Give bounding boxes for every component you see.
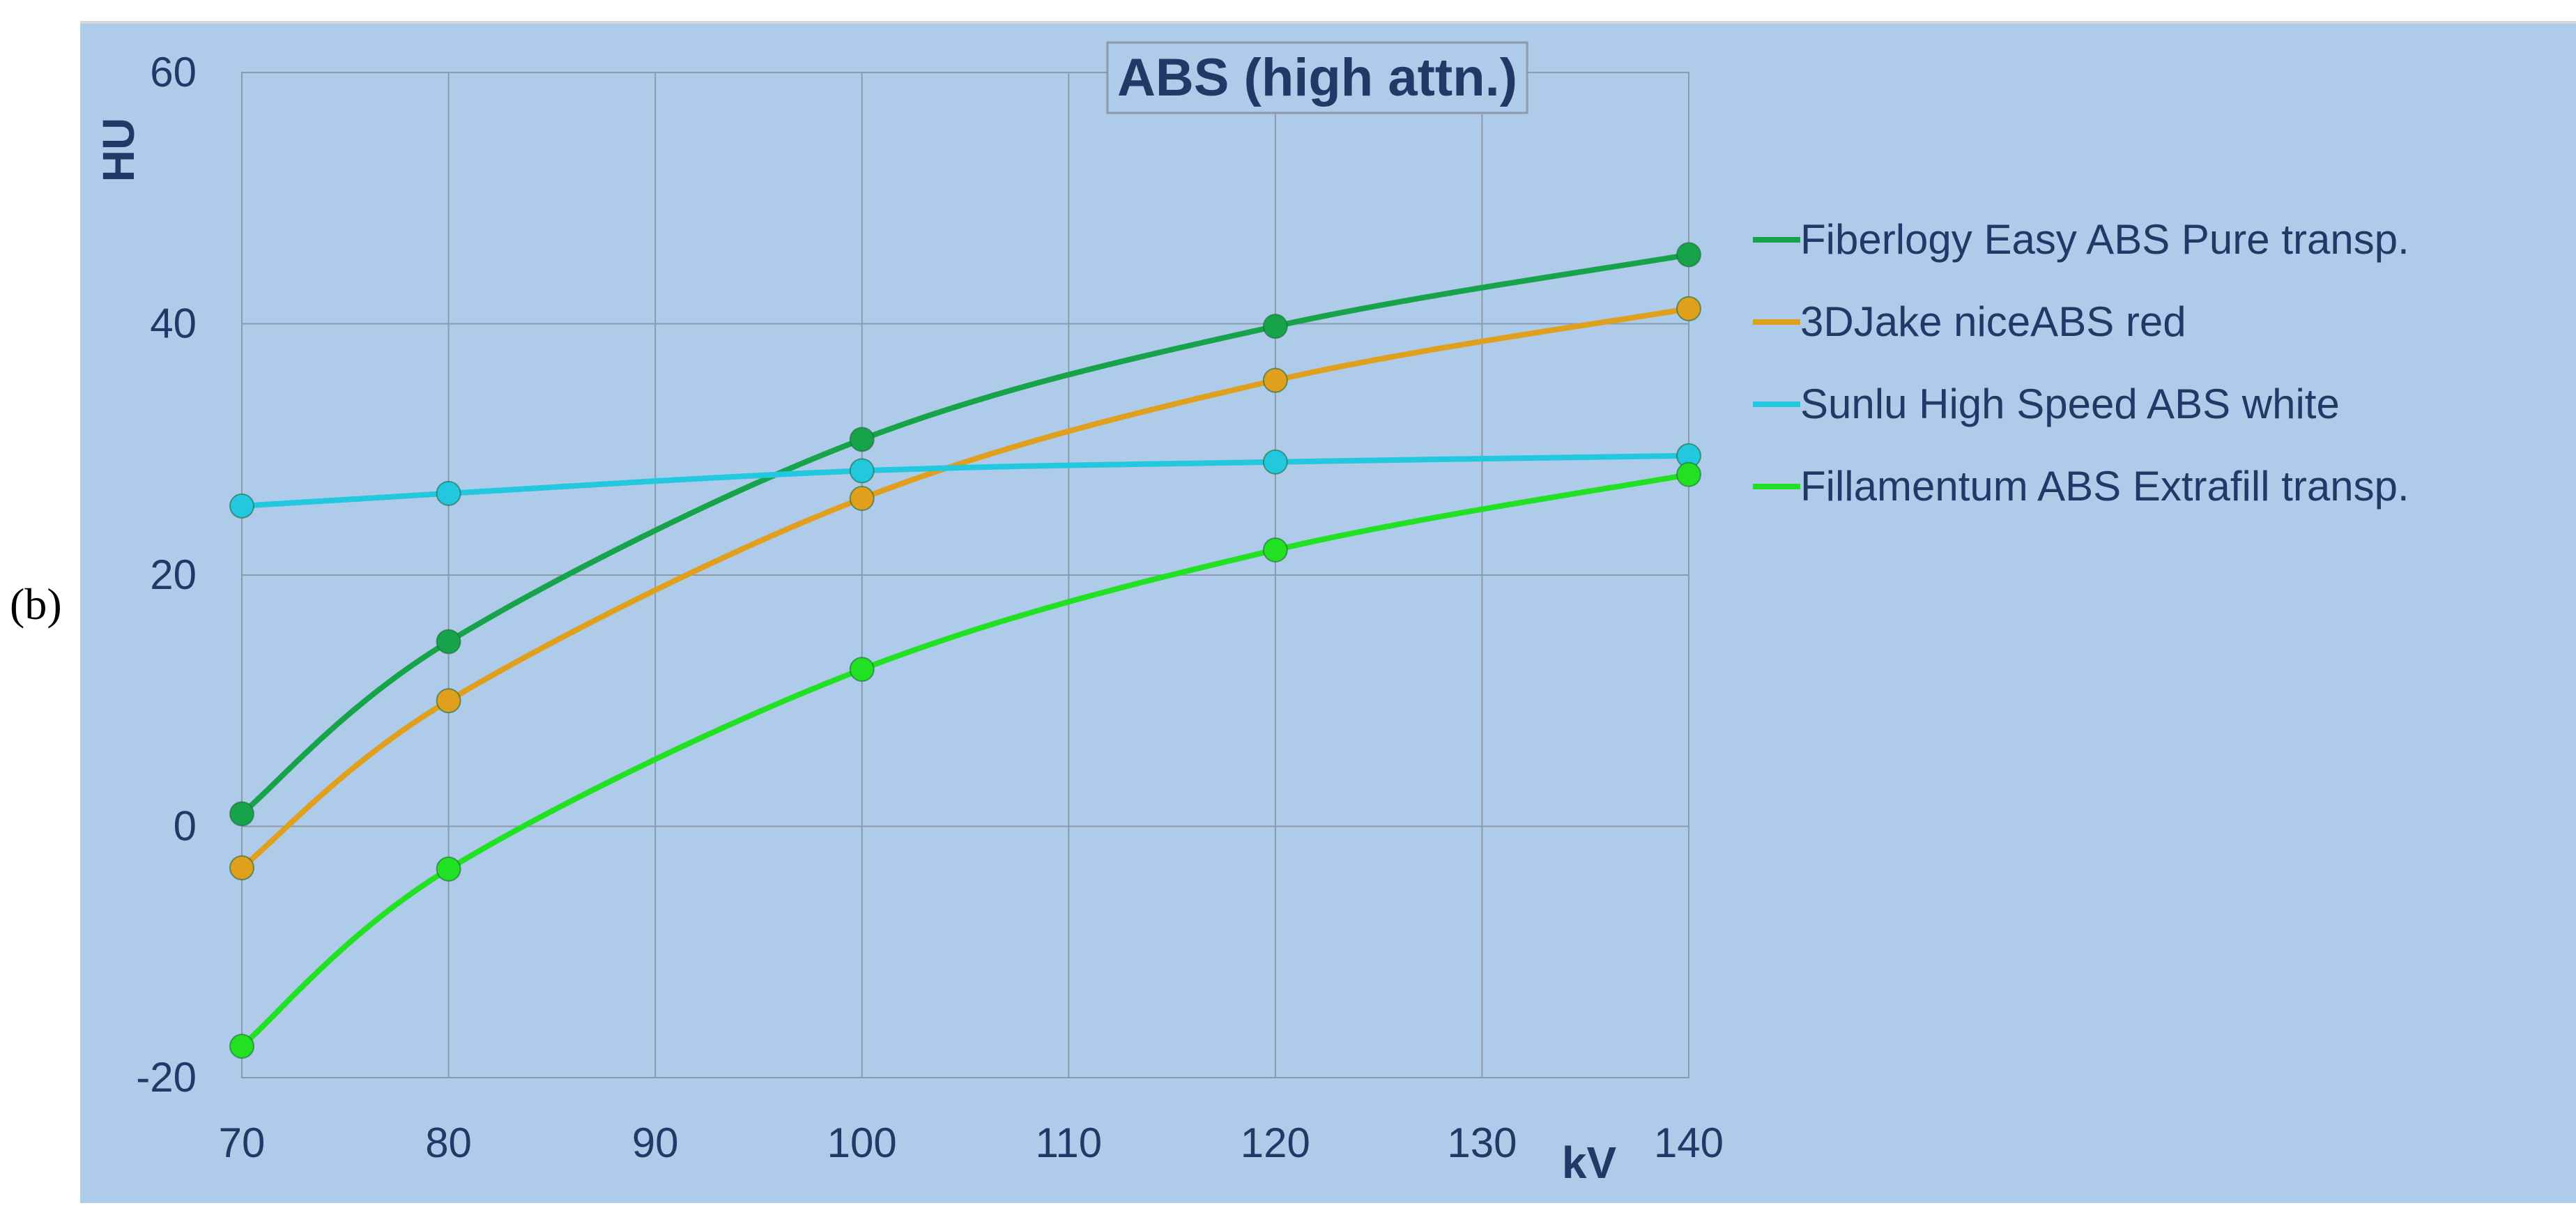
data-point xyxy=(849,458,875,484)
x-tick-label: 140 xyxy=(1654,1119,1724,1166)
panel-label: (b) xyxy=(10,579,62,629)
data-point xyxy=(1676,296,1701,321)
y-tick-label: 20 xyxy=(150,551,197,598)
series-lines xyxy=(239,252,1692,1049)
x-tick-label: 120 xyxy=(1241,1119,1310,1166)
data-point xyxy=(436,629,461,655)
data-point xyxy=(849,657,875,682)
data-point xyxy=(229,493,254,519)
legend-label: Fillamentum ABS Extrafill transp. xyxy=(1800,463,2409,510)
data-point xyxy=(849,427,875,452)
x-tick-label: 130 xyxy=(1447,1119,1517,1166)
x-tick-label: 80 xyxy=(425,1119,472,1166)
data-point xyxy=(1676,242,1701,268)
x-axis-title: kV xyxy=(1562,1138,1617,1188)
grid xyxy=(241,72,1689,1078)
y-tick-label: -20 xyxy=(136,1054,197,1101)
y-axis-title: HU xyxy=(93,118,144,182)
y-tick-label: 40 xyxy=(150,300,197,347)
chart-title-group: ABS (high attn.) xyxy=(1106,41,1528,114)
y-tick-label: 0 xyxy=(174,803,197,850)
data-point xyxy=(229,1033,254,1059)
legend-label: Sunlu High Speed ABS white xyxy=(1800,381,2340,427)
data-point xyxy=(1262,537,1288,563)
data-point xyxy=(436,480,461,506)
data-point xyxy=(849,486,875,512)
x-tick-label: 110 xyxy=(1035,1119,1102,1166)
series-line-4 xyxy=(239,471,1692,1049)
series-points xyxy=(229,242,1701,1059)
y-tick-label: 60 xyxy=(150,49,197,95)
data-point xyxy=(436,688,461,714)
legend-label: Fiberlogy Easy ABS Pure transp. xyxy=(1800,216,2409,263)
series-line-1 xyxy=(239,252,1692,817)
series-line-3 xyxy=(239,452,1692,509)
data-point xyxy=(1262,367,1288,393)
data-point xyxy=(436,856,461,882)
data-point xyxy=(229,855,254,880)
series-line-2 xyxy=(239,305,1692,871)
legend-label: 3DJake niceABS red xyxy=(1800,298,2186,345)
data-point xyxy=(1262,314,1288,339)
data-point xyxy=(229,801,254,827)
data-point xyxy=(1262,449,1288,475)
data-point xyxy=(1676,461,1701,487)
x-tick-label: 70 xyxy=(219,1119,266,1166)
chart-title: ABS (high attn.) xyxy=(1117,48,1517,107)
x-tick-label: 100 xyxy=(827,1119,897,1166)
legend: Fiberlogy Easy ABS Pure transp. 3DJake ni… xyxy=(1753,216,2409,510)
chart-title-box xyxy=(1106,41,1528,114)
x-tick-label: 90 xyxy=(632,1119,679,1166)
